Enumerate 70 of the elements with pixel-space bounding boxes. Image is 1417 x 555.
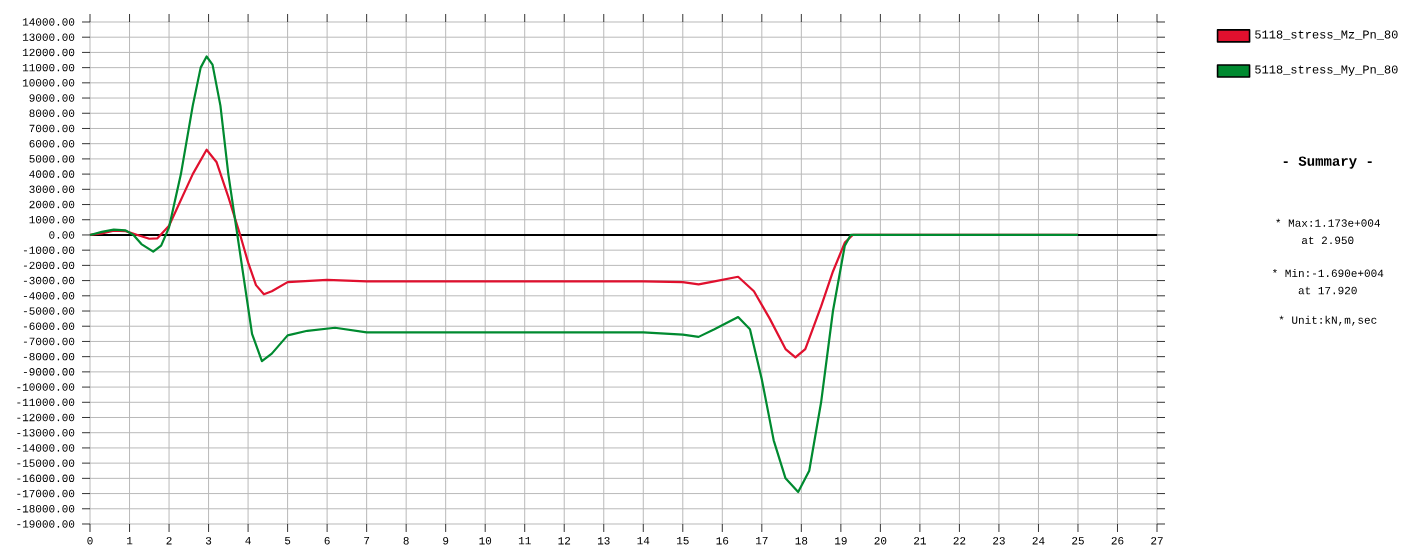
y-tick-label: 1000.00 bbox=[29, 216, 75, 224]
x-tick-label: 6 bbox=[324, 537, 330, 545]
text: * Unit:kN,m,sec bbox=[1279, 315, 1377, 326]
y-tick-label: 0.00 bbox=[49, 231, 75, 239]
y-tick-label: -13000.00 bbox=[17, 428, 75, 437]
y-tick-label: -8000.00 bbox=[23, 352, 75, 361]
x-tick-label: 14 bbox=[637, 537, 650, 545]
x-tick-label: 17 bbox=[756, 537, 768, 545]
x-tick-label: 13 bbox=[597, 537, 610, 545]
y-tick-label: 8000.00 bbox=[29, 109, 75, 117]
y-tick-label: -15000.00 bbox=[17, 459, 75, 467]
x-tick-label: 7 bbox=[364, 537, 370, 545]
text: at 17.920 bbox=[1298, 286, 1357, 295]
text: * Max:1.173e+004 bbox=[1276, 218, 1380, 227]
x-tick-label: 27 bbox=[1151, 537, 1163, 545]
x-tick-label: 15 bbox=[676, 537, 689, 545]
x-tick-label: 9 bbox=[443, 537, 449, 545]
y-tick-label: 4000.00 bbox=[29, 170, 75, 178]
x-tick-label: 25 bbox=[1072, 537, 1084, 545]
x-tick-label: 0 bbox=[87, 537, 93, 545]
y-tick-label: 3000.00 bbox=[29, 185, 75, 194]
y-tick-label: -14000.00 bbox=[17, 444, 75, 452]
x-tick-label: 3 bbox=[205, 537, 212, 545]
text: - Summary - bbox=[1283, 156, 1372, 169]
y-tick-label: 9000.00 bbox=[29, 94, 75, 102]
x-tick-label: 24 bbox=[1032, 537, 1045, 545]
x-tick-label: 5 bbox=[284, 537, 291, 545]
y-tick-label: -3000.00 bbox=[23, 276, 75, 285]
y-tick-label: 5000.00 bbox=[29, 155, 75, 163]
x-tick-label: 11 bbox=[518, 537, 531, 545]
x-tick-label: 23 bbox=[993, 537, 1005, 545]
y-tick-label: 13000.00 bbox=[22, 33, 75, 41]
y-tick-label: -1000.00 bbox=[23, 246, 75, 254]
y-tick-label: 10000.00 bbox=[22, 79, 75, 87]
y-tick-label: -5000.00 bbox=[23, 307, 75, 315]
x-tick-label: 1 bbox=[127, 537, 133, 545]
x-tick-label: 20 bbox=[874, 537, 887, 545]
x-tick-label: 10 bbox=[479, 537, 492, 545]
legend-label: 5118_stress_My_Pn_80 bbox=[1255, 65, 1398, 76]
x-tick-label: 22 bbox=[953, 537, 966, 545]
y-tick-label: 2000.00 bbox=[29, 200, 75, 209]
x-tick-label: 16 bbox=[716, 537, 729, 545]
x-tick-label: 2 bbox=[166, 537, 172, 545]
legend-label: 5118_stress_Mz_Pn_80 bbox=[1255, 30, 1398, 40]
x-tick-label: 21 bbox=[914, 537, 926, 545]
y-tick-label: -4000.00 bbox=[23, 292, 75, 300]
y-tick-label: -16000.00 bbox=[17, 474, 75, 483]
x-tick-label: 19 bbox=[835, 537, 847, 545]
y-tick-label: -12000.00 bbox=[17, 413, 75, 422]
y-tick-label: -9000.00 bbox=[23, 368, 75, 376]
x-tick-label: 26 bbox=[1111, 537, 1124, 545]
x-tick-label: 18 bbox=[795, 537, 808, 545]
y-tick-label: 11000.00 bbox=[22, 63, 75, 72]
x-tick-label: 4 bbox=[245, 537, 251, 545]
y-tick-label: 7000.00 bbox=[29, 124, 75, 133]
y-tick-label: -10000.00 bbox=[17, 383, 75, 391]
y-tick-label: -6000.00 bbox=[23, 322, 75, 330]
x-tick-label: 8 bbox=[403, 537, 409, 545]
x-tick-label: 12 bbox=[558, 537, 571, 545]
y-tick-label: 12000.00 bbox=[22, 48, 75, 57]
y-tick-label: -17000.00 bbox=[17, 489, 75, 498]
y-tick-label: 14000.00 bbox=[22, 18, 75, 26]
y-tick-label: -18000.00 bbox=[17, 505, 75, 513]
text: * Min:-1.690e+004 bbox=[1272, 268, 1384, 278]
y-tick-label: -11000.00 bbox=[17, 398, 75, 407]
text: at 2.950 bbox=[1302, 236, 1354, 245]
y-tick-label: -7000.00 bbox=[23, 337, 75, 346]
y-tick-label: 6000.00 bbox=[29, 139, 75, 148]
y-tick-label: -19000.00 bbox=[17, 520, 75, 528]
y-tick-label: -2000.00 bbox=[23, 261, 75, 270]
